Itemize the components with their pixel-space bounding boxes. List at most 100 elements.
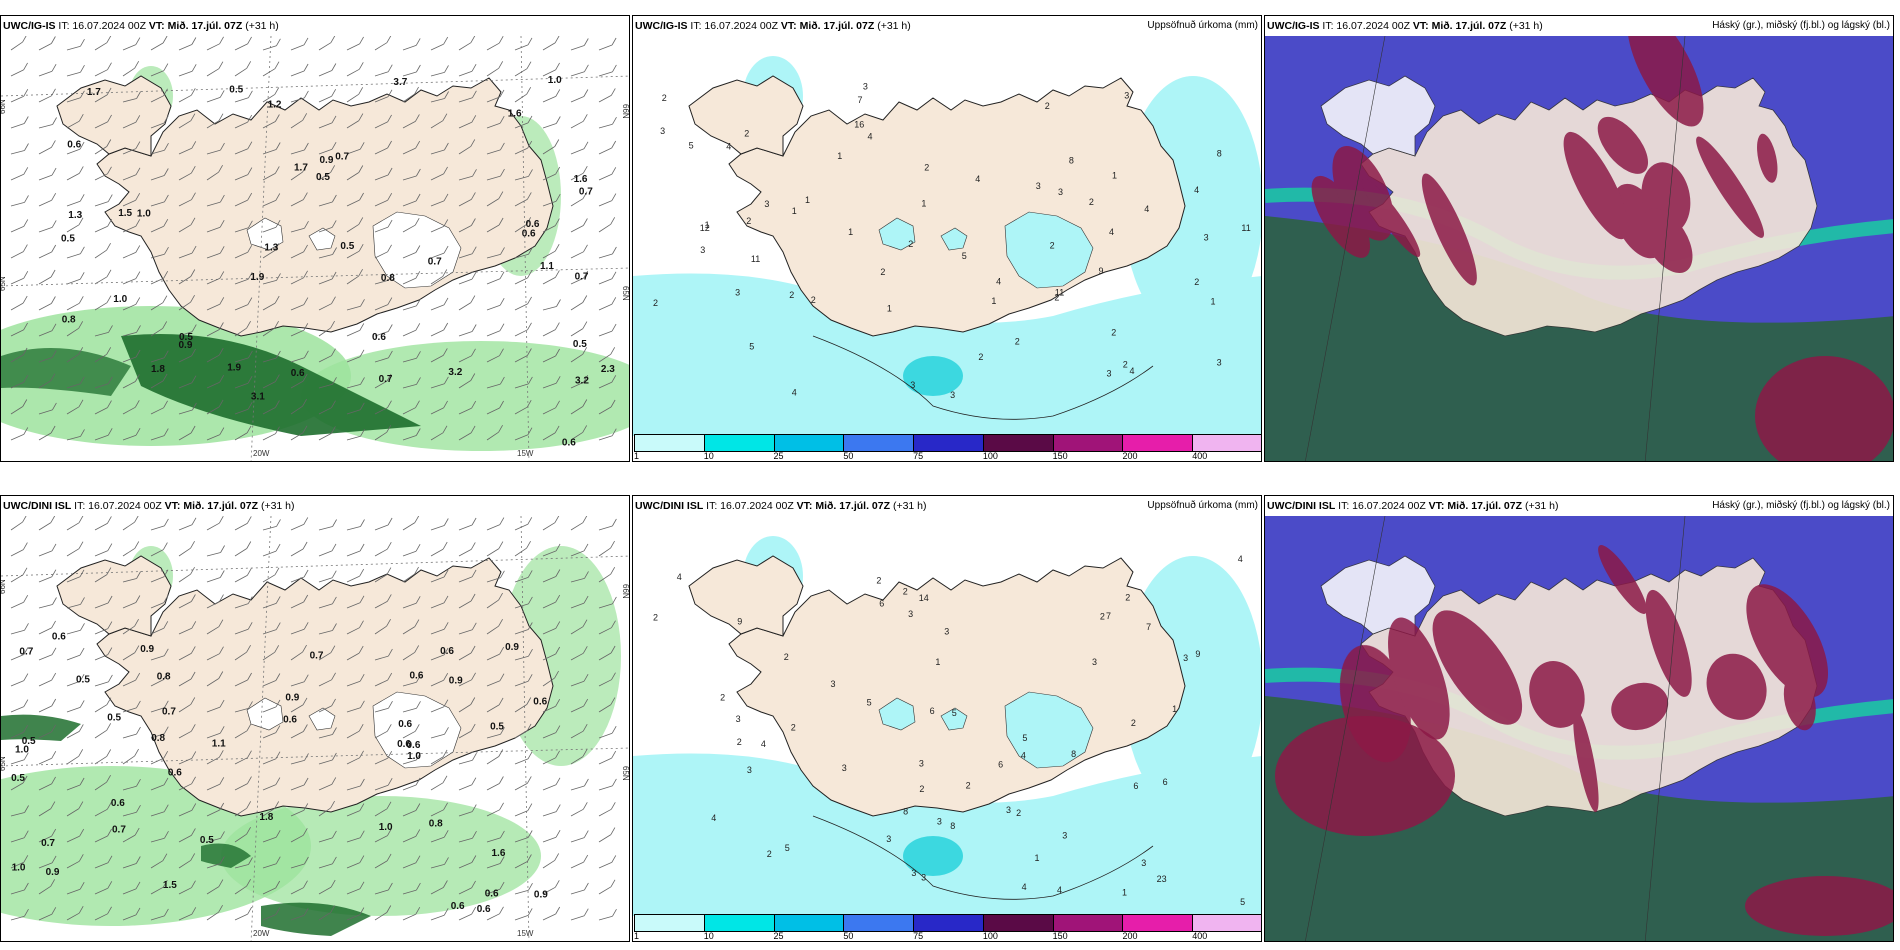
value-label: 1 xyxy=(792,206,797,216)
value-label: 0.9 xyxy=(285,693,299,704)
lat-label: 65N xyxy=(1,276,7,291)
value-label: 0.7 xyxy=(112,825,126,836)
value-label: 1.9 xyxy=(250,272,264,283)
westfjords xyxy=(688,555,804,637)
header-model: UWC/DINI ISL xyxy=(1267,500,1336,512)
wind-barbs xyxy=(10,36,617,441)
icecap xyxy=(308,707,336,731)
header-model: UWC/IG-IS xyxy=(635,20,688,32)
wind-precip-map: 66N 65N 66N 65N 20W 15W 0.5 0.5 0.6 0.5 0.5 0.5 1.0 0… xyxy=(1,36,629,461)
panel-header: UWC/IG-IS IT: 16.07.2024 00Z VT: Mið. 17… xyxy=(633,16,1261,36)
value-label: 2 xyxy=(746,216,751,226)
wind-precip-map: 66N 65N 66N 65N 20W 15W 0.5 0.5 0.5 0.6 1.6 1.5 0.8 0… xyxy=(1,516,629,941)
value-label: 2 xyxy=(880,267,885,277)
header-vt: Mið. 17.júl. 07Z xyxy=(1431,20,1507,32)
value-label: 11 xyxy=(1241,223,1250,233)
value-label: 3 xyxy=(1141,858,1146,868)
value-label: 9 xyxy=(737,617,742,627)
westfjords xyxy=(56,75,172,157)
colorbar-tick: 1 xyxy=(634,451,640,461)
value-label: 12 xyxy=(700,223,710,233)
lon-label: 20W xyxy=(253,929,270,938)
value-label: 0.6 xyxy=(562,437,576,448)
value-label: 0.5 xyxy=(316,172,330,183)
value-label: 0.6 xyxy=(440,646,454,657)
value-label: 2 xyxy=(924,162,929,172)
value-label: 2 xyxy=(1123,359,1128,369)
value-label: 8 xyxy=(950,821,955,831)
value-label: 3 xyxy=(700,245,705,255)
value-label: 3 xyxy=(908,609,913,619)
value-label: 1.6 xyxy=(508,108,522,119)
value-label: 0.6 xyxy=(522,229,536,240)
colorbar-tick: 1 xyxy=(634,931,640,941)
header-field-title: Uppsöfnuð úrkoma (mm) xyxy=(1147,20,1258,31)
value-label: 0.7 xyxy=(310,650,324,661)
value-label: 0.5 xyxy=(340,241,354,252)
value-label: 1.6 xyxy=(574,174,588,185)
value-label: 1 xyxy=(837,151,842,161)
mid-cloud xyxy=(1745,876,1893,936)
value-label: 1 xyxy=(1035,853,1040,863)
value-label: 2 xyxy=(811,295,816,305)
value-label: 1 xyxy=(848,227,853,237)
value-label: 2 xyxy=(908,239,913,249)
value-label: 2 xyxy=(653,298,658,308)
cloud-cover-map xyxy=(1265,516,1893,941)
panel-header: UWC/DINI ISL IT: 16.07.2024 00Z VT: Mið.… xyxy=(1265,496,1893,516)
value-label: 3 xyxy=(736,714,741,724)
value-label: 3 xyxy=(1006,805,1011,815)
panel-header: UWC/DINI ISL IT: 16.07.2024 00Z VT: Mið.… xyxy=(633,496,1261,516)
value-label: 4 xyxy=(1057,885,1062,895)
value-label: 3 xyxy=(735,287,740,297)
precip-patch xyxy=(940,707,968,731)
value-label: 7 xyxy=(858,95,863,105)
value-label: 4 xyxy=(1130,366,1135,376)
value-label: 0.5 xyxy=(107,713,121,724)
colorbar-swatch xyxy=(634,914,705,932)
value-label: 1.5 xyxy=(118,208,132,219)
header-vt: Mið. 17.júl. 07Z xyxy=(799,20,875,32)
colorbar-swatch xyxy=(703,914,775,932)
panel-precip-ig: UWC/IG-IS IT: 16.07.2024 00Z VT: Mið. 17… xyxy=(632,15,1262,462)
value-label: 1.3 xyxy=(68,210,82,221)
value-label: 0.9 xyxy=(140,644,154,655)
value-label: 4 xyxy=(1021,750,1026,760)
value-label: 0.5 xyxy=(179,332,193,343)
value-label: 1.0 xyxy=(113,294,127,305)
value-label: 0.5 xyxy=(490,722,504,733)
colorbar-swatch xyxy=(1052,434,1124,452)
value-label: 5 xyxy=(952,708,957,718)
colorbar-swatch xyxy=(982,434,1054,452)
panel-wind-dini: UWC/DINI ISL IT: 16.07.2024 00Z VT: Mið.… xyxy=(0,495,630,942)
value-label: 6 xyxy=(998,760,1003,770)
value-label: 8 xyxy=(1217,149,1222,159)
value-label: 0.5 xyxy=(11,773,25,784)
precip-patch xyxy=(1004,211,1094,289)
value-label: 0.8 xyxy=(151,733,165,744)
value-label: 0.7 xyxy=(41,838,55,849)
value-label: 0.6 xyxy=(168,768,182,779)
value-label: 2 xyxy=(1089,197,1094,207)
panel-wind-ig: UWC/IG-IS IT: 16.07.2024 00Z VT: Mið. 17… xyxy=(0,15,630,462)
value-label: 1.0 xyxy=(407,751,421,762)
value-label: 16 xyxy=(854,120,864,130)
contour-line xyxy=(812,335,1154,420)
value-label: 11 xyxy=(1055,288,1064,298)
value-label: 4 xyxy=(1238,554,1243,564)
header-it: IT: 16.07.2024 00Z xyxy=(1322,20,1410,32)
value-label: 2 xyxy=(1111,328,1116,338)
value-label: 0.5 xyxy=(22,736,36,747)
value-label: 2 xyxy=(1100,611,1105,621)
value-label: 3 xyxy=(831,679,836,689)
value-label: 1 xyxy=(1122,888,1127,898)
value-label: 4 xyxy=(761,739,766,749)
value-label: 1 xyxy=(991,296,996,306)
colorbar-swatch xyxy=(1192,434,1261,452)
value-label: 2 xyxy=(653,612,658,622)
graticule xyxy=(1,516,629,941)
colorbar-tick: 75 xyxy=(913,451,924,461)
value-label: 0.7 xyxy=(19,647,33,658)
header-vt: Mið. 17.júl. 07Z xyxy=(815,500,891,512)
value-label: 5 xyxy=(962,251,967,261)
